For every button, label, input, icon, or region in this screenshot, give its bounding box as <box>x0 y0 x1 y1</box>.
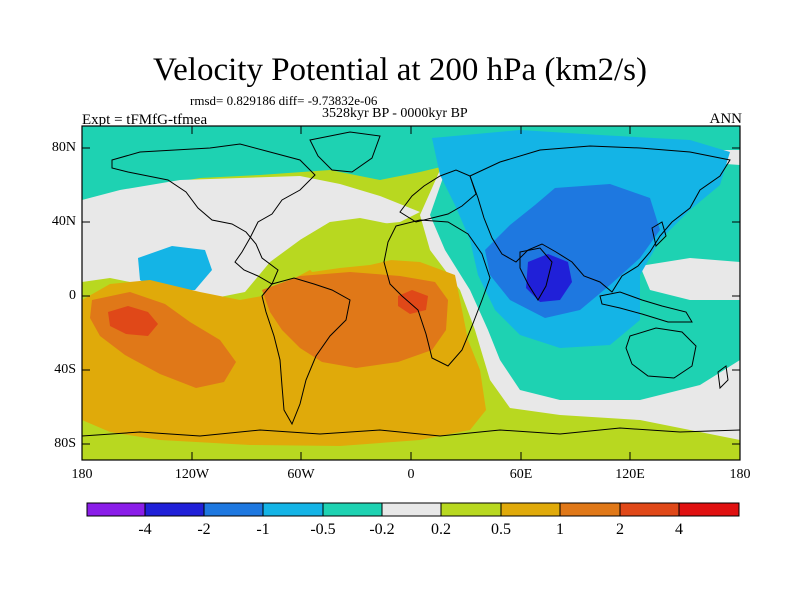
north-america-coast <box>111 143 316 285</box>
new-zealand-coast <box>717 365 729 390</box>
colorbar <box>86 502 740 517</box>
colorbar-label: -2 <box>197 521 211 538</box>
y-tick-label: 40S <box>54 362 76 377</box>
colorbar-box <box>559 502 621 517</box>
colorbar-label: 0.5 <box>491 521 511 538</box>
colorbar-box <box>381 502 442 517</box>
india-coast <box>519 247 553 301</box>
contour-fill-layer <box>82 126 740 460</box>
colorbar-box <box>86 502 146 517</box>
colorbar-box <box>500 502 561 517</box>
y-tick-label: 40N <box>51 214 76 229</box>
greenland-coast <box>309 131 381 173</box>
colorbar-box <box>678 502 740 517</box>
x-tick-label: 120W <box>174 467 210 482</box>
australia-coast <box>625 327 697 379</box>
colorbar-label: 0.2 <box>431 521 451 538</box>
x-tick-label: 120E <box>615 467 645 482</box>
japan-coast <box>651 221 667 247</box>
south-america-coast <box>261 277 351 426</box>
colorbar-box <box>440 502 502 517</box>
field-2-4-pacific <box>108 306 158 336</box>
season-label: ANN <box>709 111 743 127</box>
field-neg0.2-0.2-pacific <box>640 258 740 300</box>
x-tick-label: 180 <box>71 467 93 482</box>
antarctica-coast <box>82 427 740 437</box>
africa-coast <box>383 219 491 367</box>
y-tick-label: 80N <box>51 140 76 155</box>
x-tick-label: 0 <box>407 467 415 482</box>
field-neg4-neg2 <box>526 254 572 302</box>
field-0.2-0.5-atlantic <box>300 218 410 272</box>
colorbar-box <box>262 502 324 517</box>
x-axis-ticks <box>81 126 741 460</box>
coastlines <box>82 131 740 437</box>
colorbar-box <box>203 502 264 517</box>
colorbar-box <box>322 502 383 517</box>
rmsd-diff-stats: rmsd= 0.829186 diff= -9.73832e-06 <box>190 93 378 108</box>
field-2-4-atlantic <box>398 290 428 314</box>
colorbar-label: -0.5 <box>310 521 336 538</box>
x-tick-label: 60E <box>509 467 533 482</box>
y-tick-label: 0 <box>69 288 76 303</box>
y-tick-label: 80S <box>54 436 76 451</box>
colorbar-label: 2 <box>616 521 624 538</box>
colorbar-label: -4 <box>138 521 152 538</box>
x-tick-label: 60W <box>287 467 315 482</box>
time-period-label: 3528kyr BP - 0000kyr BP <box>322 106 468 121</box>
x-tick-label: 180 <box>729 467 751 482</box>
colorbar-label: -0.2 <box>369 521 395 538</box>
asia-coast <box>469 145 731 293</box>
map-title: Velocity Potential at 200 hPa (km2/s) <box>152 52 648 88</box>
colorbar-label: 4 <box>675 521 683 538</box>
experiment-label: Expt = tFMfG-tfmea <box>82 112 208 128</box>
maritime-continent-coast <box>599 291 693 323</box>
colorbar-label: -1 <box>256 521 270 538</box>
colorbar-box <box>144 502 205 517</box>
colorbar-label: 1 <box>556 521 564 538</box>
field-neg1-neg0.5-pacific <box>138 246 212 292</box>
y-axis-ticks <box>82 147 740 445</box>
colorbar-box <box>619 502 680 517</box>
